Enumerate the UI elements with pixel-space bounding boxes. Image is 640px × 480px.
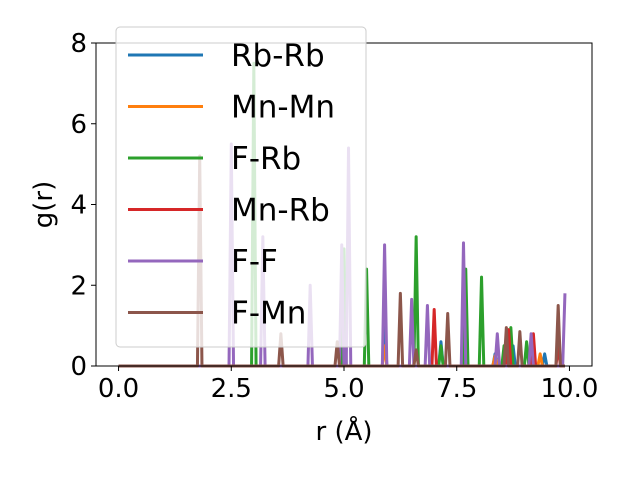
legend-label-f-rb: F-Rb bbox=[231, 141, 301, 177]
y-tick-label: 2 bbox=[70, 271, 87, 301]
x-axis-label: r (Å) bbox=[315, 415, 372, 447]
legend: Rb-Rb Mn-Mn F-Rb Mn-Rb F-F F-Mn bbox=[115, 26, 367, 348]
y-tick-label: 0 bbox=[70, 352, 87, 382]
tick-labels: 0.0 2.5 5.0 7.5 10.0 0 2 4 6 8 bbox=[70, 29, 598, 404]
legend-label-rb-rb: Rb-Rb bbox=[231, 38, 325, 74]
x-tick-label: 0.0 bbox=[98, 374, 139, 404]
legend-label-f-f: F-F bbox=[231, 244, 278, 280]
legend-label-mn-mn: Mn-Mn bbox=[231, 90, 335, 126]
y-axis-label: g(r) bbox=[29, 181, 59, 228]
y-tick-label: 4 bbox=[70, 191, 87, 221]
y-tick-label: 8 bbox=[70, 29, 87, 59]
x-tick-label: 2.5 bbox=[211, 374, 252, 404]
x-tick-label: 10.0 bbox=[541, 374, 599, 404]
x-tick-label: 7.5 bbox=[436, 374, 477, 404]
y-tick-label: 6 bbox=[70, 110, 87, 140]
legend-label-f-mn: F-Mn bbox=[231, 296, 306, 332]
x-tick-label: 5.0 bbox=[323, 374, 364, 404]
legend-label-mn-rb: Mn-Rb bbox=[231, 193, 330, 229]
